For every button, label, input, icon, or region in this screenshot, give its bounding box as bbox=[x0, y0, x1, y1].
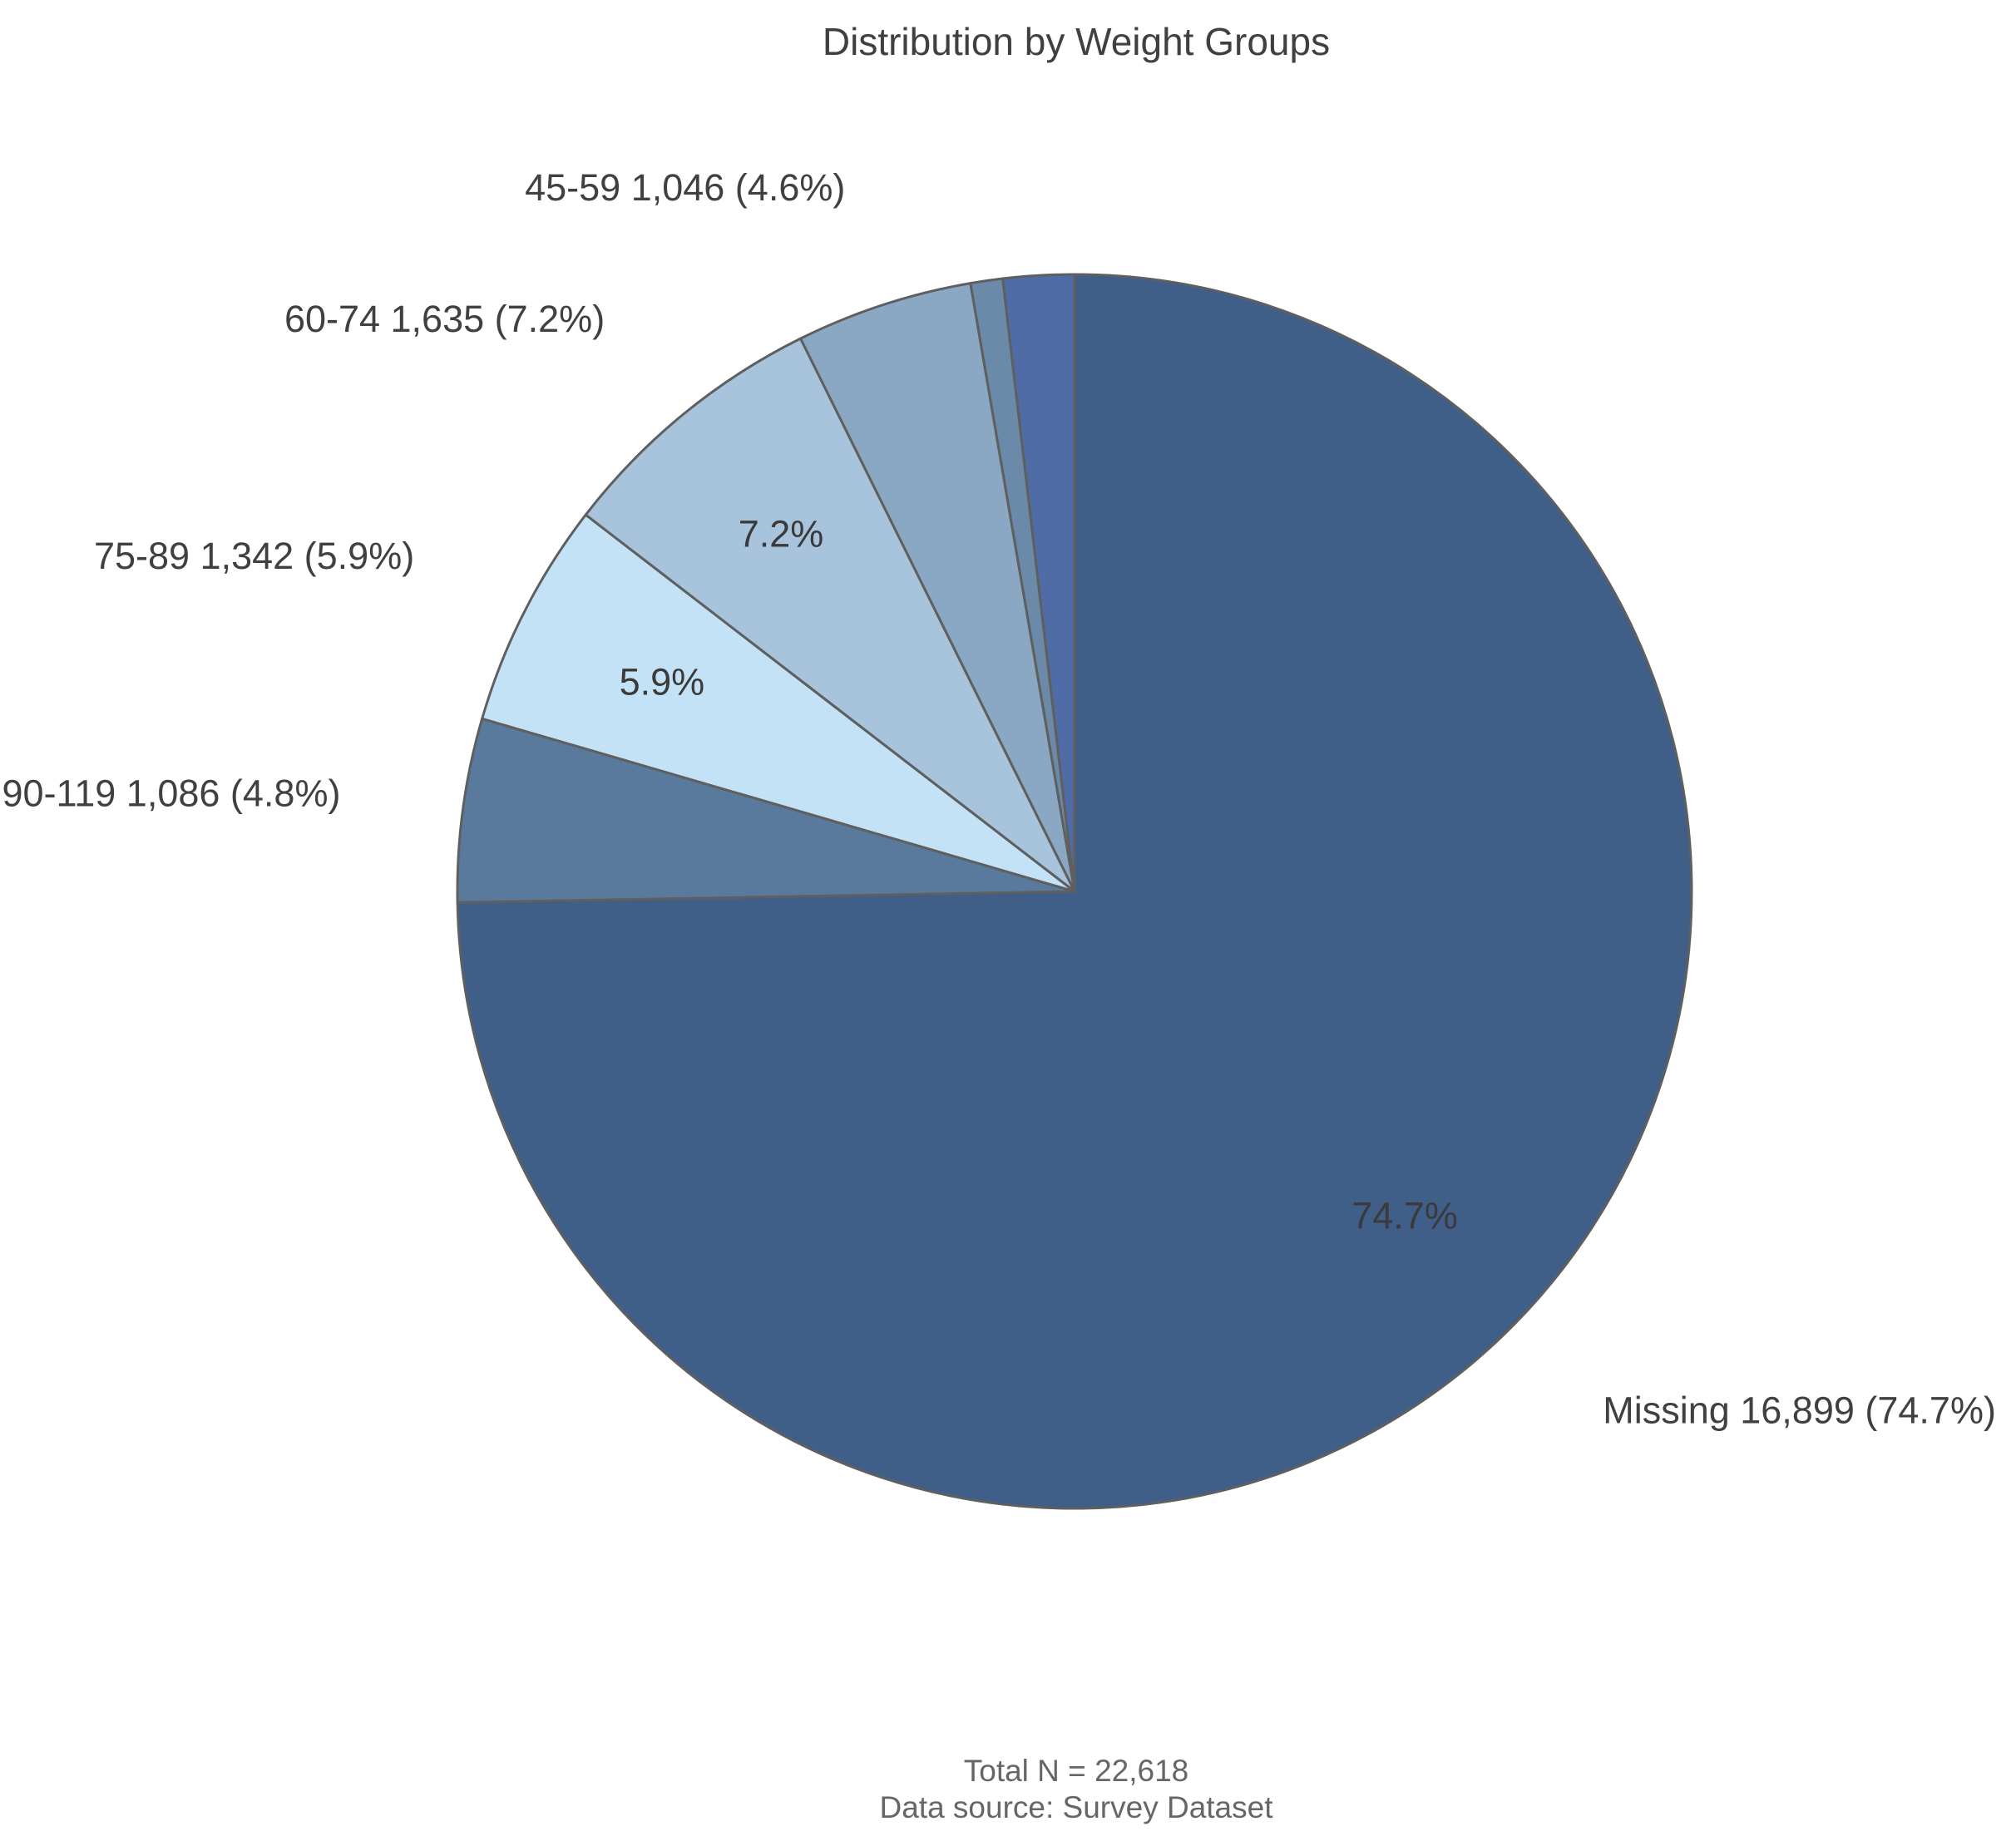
slice-outer-labels: Missing 16,899 (74.7%) 90-119 1,086 (4.8%… bbox=[2, 166, 1996, 1432]
total-n-label: Total N = 22,618 bbox=[964, 1754, 1189, 1788]
pie-slice-45-59 bbox=[799, 282, 1076, 893]
data-source-label: Data source: Survey Dataset bbox=[880, 1790, 1274, 1824]
slice-percent-label: 7.2% bbox=[739, 512, 824, 555]
pie-slice-90-119 bbox=[456, 717, 1076, 904]
pie-slice-60-74 bbox=[584, 337, 1076, 893]
pie-slice-6 bbox=[1001, 273, 1076, 893]
pie-slice-75-89 bbox=[481, 513, 1076, 893]
slice-percent-labels: 74.7% 5.9% 7.2% bbox=[620, 512, 1458, 1236]
slice-outer-label: 45-59 1,046 (4.6%) bbox=[525, 166, 845, 209]
pie-slices bbox=[456, 273, 1693, 1510]
slice-percent-label: 5.9% bbox=[620, 660, 705, 703]
slice-outer-label: Missing 16,899 (74.7%) bbox=[1603, 1389, 1996, 1431]
slice-outer-label: 60-74 1,635 (7.2%) bbox=[284, 298, 605, 340]
slice-percent-label: 74.7% bbox=[1351, 1194, 1458, 1236]
chart-title: Distribution by Weight Groups bbox=[823, 20, 1330, 63]
slice-outer-label: 75-89 1,342 (5.9%) bbox=[94, 535, 414, 577]
slice-outer-label: 90-119 1,086 (4.8%) bbox=[2, 772, 341, 814]
